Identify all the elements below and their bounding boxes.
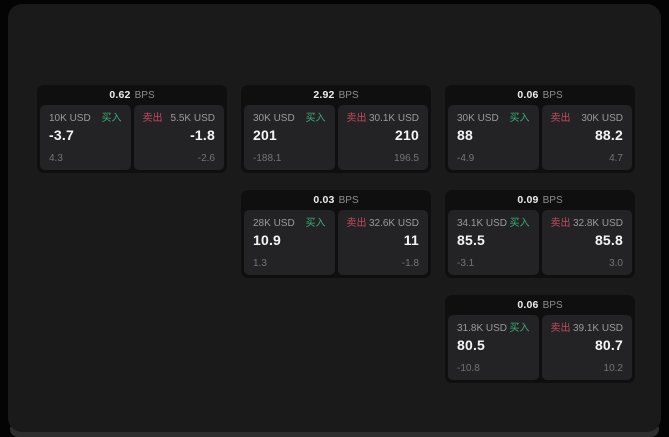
quote-body: 28K USD 买入 10.9 1.3 卖出 32.6K USD 11 -1.8 xyxy=(241,210,431,278)
buy-price: 85.5 xyxy=(457,232,486,248)
quote-card: 0.09 BPS 34.1K USD 买入 85.5 -3.1 卖出 xyxy=(445,190,635,278)
buy-pane[interactable]: 28K USD 买入 10.9 1.3 xyxy=(244,210,335,275)
bps-header: 0.09 BPS xyxy=(445,190,635,210)
buy-side-label: 买入 xyxy=(305,113,326,124)
buy-amount: 10K USD xyxy=(49,113,91,124)
sell-side-label: 卖出 xyxy=(550,218,571,229)
sell-side-label: 卖出 xyxy=(346,218,367,229)
buy-side-label: 买入 xyxy=(101,113,122,124)
quote-card: 0.62 BPS 10K USD 买入 -3.7 4.3 卖出 xyxy=(37,85,227,173)
sell-pane[interactable]: 卖出 30.1K USD 210 196.5 xyxy=(337,105,428,170)
bps-header: 0.62 BPS xyxy=(37,85,227,105)
buy-pane[interactable]: 30K USD 买入 201 -188.1 xyxy=(244,105,335,170)
sell-side-label: 卖出 xyxy=(346,113,367,124)
bps-header: 2.92 BPS xyxy=(241,85,431,105)
sell-amount: 5.5K USD xyxy=(170,113,215,124)
sell-pane[interactable]: 卖出 5.5K USD -1.8 -2.6 xyxy=(133,105,224,170)
quote-body: 30K USD 买入 201 -188.1 卖出 30.1K USD 210 1… xyxy=(241,105,431,173)
buy-price: 88 xyxy=(457,127,473,143)
quote-card: 0.06 BPS 30K USD 买入 88 -4.9 卖出 xyxy=(445,85,635,173)
bps-value: 0.62 xyxy=(109,89,131,101)
sell-pane[interactable]: 卖出 32.8K USD 85.8 3.0 xyxy=(541,210,632,275)
buy-amount: 30K USD xyxy=(253,113,295,124)
buy-side-label: 买入 xyxy=(509,218,530,229)
sell-side-label: 卖出 xyxy=(550,323,571,334)
window-bottom-edge xyxy=(10,427,659,437)
sell-price: 210 xyxy=(395,127,419,143)
bps-unit-label: BPS xyxy=(542,89,563,101)
buy-sub-value: -188.1 xyxy=(253,153,282,164)
sell-price: 88.2 xyxy=(594,127,623,143)
buy-sub-value: -3.1 xyxy=(457,258,475,269)
sell-side-label: 卖出 xyxy=(550,113,571,124)
sell-sub-value: 4.7 xyxy=(609,153,623,164)
bps-unit-label: BPS xyxy=(542,194,563,206)
buy-pane[interactable]: 30K USD 买入 88 -4.9 xyxy=(448,105,539,170)
buy-pane[interactable]: 31.8K USD 买入 80.5 -10.8 xyxy=(448,315,539,380)
quote-card-grid: 0.62 BPS 10K USD 买入 -3.7 4.3 卖出 xyxy=(37,85,635,383)
sell-amount: 39.1K USD xyxy=(572,323,623,334)
sell-pane[interactable]: 卖出 30K USD 88.2 4.7 xyxy=(541,105,632,170)
buy-price: 80.5 xyxy=(457,337,486,353)
buy-sub-value: -4.9 xyxy=(457,153,475,164)
bps-value: 0.09 xyxy=(517,194,539,206)
quote-body: 34.1K USD 买入 85.5 -3.1 卖出 32.8K USD 85.8… xyxy=(445,210,635,278)
quote-body: 31.8K USD 买入 80.5 -10.8 卖出 39.1K USD 80.… xyxy=(445,315,635,383)
sell-sub-value: -1.8 xyxy=(401,258,419,269)
bps-unit-label: BPS xyxy=(134,89,155,101)
buy-side-label: 买入 xyxy=(509,113,530,124)
quote-card: 0.03 BPS 28K USD 买入 10.9 1.3 卖出 xyxy=(241,190,431,278)
buy-amount: 30K USD xyxy=(457,113,499,124)
sell-sub-value: -2.6 xyxy=(197,153,215,164)
sell-sub-value: 3.0 xyxy=(609,258,623,269)
buy-amount: 31.8K USD xyxy=(457,323,508,334)
sell-side-label: 卖出 xyxy=(142,113,163,124)
buy-price: 201 xyxy=(253,127,277,143)
bps-value: 0.06 xyxy=(517,299,539,311)
sell-amount: 32.8K USD xyxy=(572,218,623,229)
buy-sub-value: 1.3 xyxy=(253,258,267,269)
sell-pane[interactable]: 卖出 39.1K USD 80.7 10.2 xyxy=(541,315,632,380)
bps-unit-label: BPS xyxy=(542,299,563,311)
buy-price: -3.7 xyxy=(49,127,74,143)
quote-body: 10K USD 买入 -3.7 4.3 卖出 5.5K USD -1.8 -2.… xyxy=(37,105,227,173)
sell-amount: 30K USD xyxy=(581,113,623,124)
sell-amount: 32.6K USD xyxy=(368,218,419,229)
buy-side-label: 买入 xyxy=(305,218,326,229)
buy-side-label: 买入 xyxy=(509,323,530,334)
quote-card: 2.92 BPS 30K USD 买入 201 -188.1 卖出 xyxy=(241,85,431,173)
bps-value: 2.92 xyxy=(313,89,335,101)
bps-unit-label: BPS xyxy=(338,194,359,206)
buy-pane[interactable]: 34.1K USD 买入 85.5 -3.1 xyxy=(448,210,539,275)
buy-pane[interactable]: 10K USD 买入 -3.7 4.3 xyxy=(40,105,131,170)
bps-header: 0.06 BPS xyxy=(445,295,635,315)
bps-header: 0.06 BPS xyxy=(445,85,635,105)
buy-price: 10.9 xyxy=(253,232,282,248)
bps-value: 0.06 xyxy=(517,89,539,101)
quote-body: 30K USD 买入 88 -4.9 卖出 30K USD 88.2 4.7 xyxy=(445,105,635,173)
sell-amount: 30.1K USD xyxy=(368,113,419,124)
sell-price: 85.8 xyxy=(594,232,623,248)
sell-price: -1.8 xyxy=(190,127,215,143)
sell-pane[interactable]: 卖出 32.6K USD 11 -1.8 xyxy=(337,210,428,275)
quote-card: 0.06 BPS 31.8K USD 买入 80.5 -10.8 卖 xyxy=(445,295,635,383)
sell-sub-value: 196.5 xyxy=(393,153,419,164)
sell-price: 80.7 xyxy=(594,337,623,353)
bps-unit-label: BPS xyxy=(338,89,359,101)
sell-price: 11 xyxy=(403,232,419,248)
sell-sub-value: 10.2 xyxy=(603,363,623,374)
buy-amount: 34.1K USD xyxy=(457,218,508,229)
dashboard-panel: 0.62 BPS 10K USD 买入 -3.7 4.3 卖出 xyxy=(8,4,661,432)
bps-header: 0.03 BPS xyxy=(241,190,431,210)
buy-sub-value: 4.3 xyxy=(49,153,63,164)
buy-amount: 28K USD xyxy=(253,218,295,229)
bps-value: 0.03 xyxy=(313,194,335,206)
buy-sub-value: -10.8 xyxy=(457,363,480,374)
